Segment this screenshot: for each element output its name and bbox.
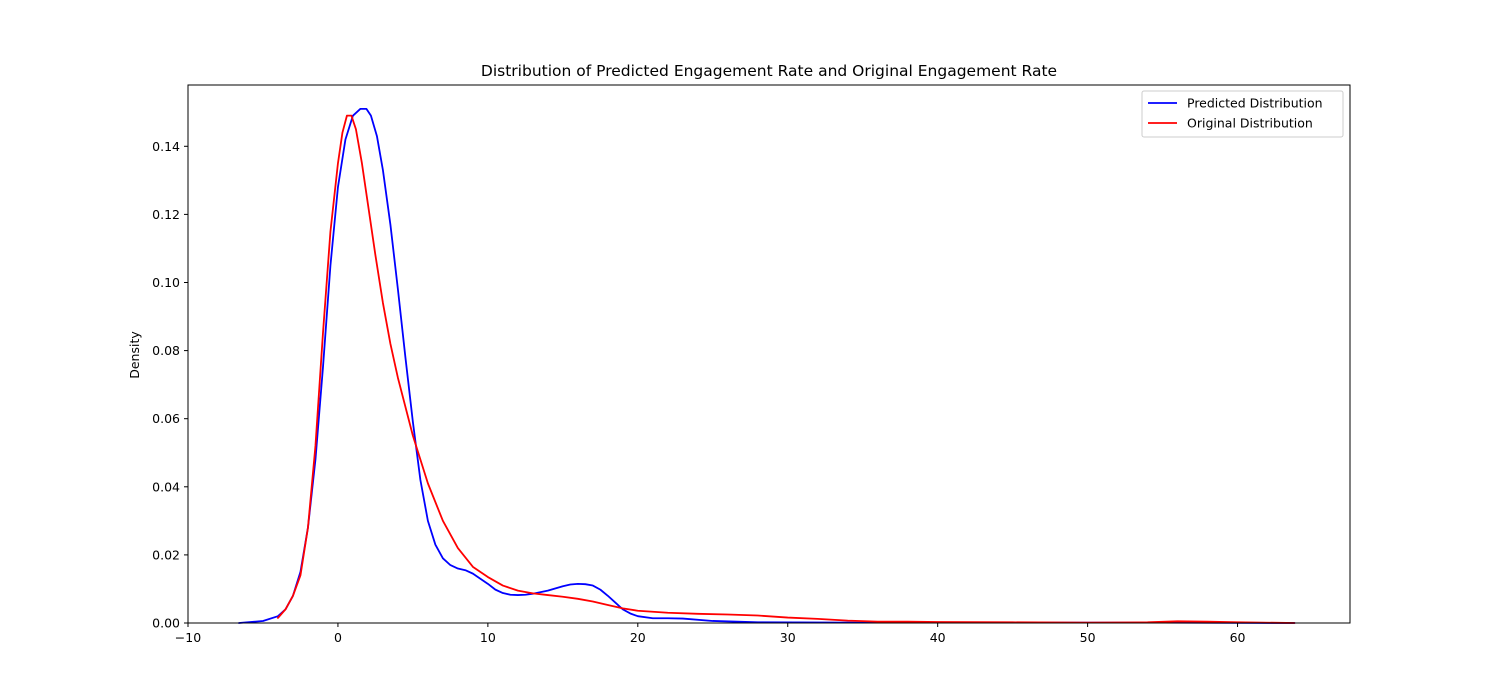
legend-label-1: Original Distribution	[1187, 116, 1313, 131]
y-tick-label: 0.02	[152, 547, 180, 562]
y-tick-label: 0.04	[152, 479, 180, 494]
x-tick-label: 10	[480, 630, 496, 645]
x-tick-label: 20	[630, 630, 646, 645]
legend-label-0: Predicted Distribution	[1187, 96, 1323, 111]
axes-frame	[187, 84, 1351, 624]
series-line-0	[238, 107, 1296, 624]
y-tick-label: 0.06	[152, 411, 180, 426]
y-tick-label: 0.14	[152, 139, 180, 154]
y-tick-label: 0.08	[152, 343, 180, 358]
y-tick-label: 0.00	[152, 616, 180, 631]
legend-box	[1141, 90, 1344, 138]
chart-title: Distribution of Predicted Engagement Rat…	[481, 62, 1057, 80]
series-line-1	[277, 114, 1296, 624]
x-tick-label: −10	[175, 630, 201, 645]
legend: Predicted Distribution Original Distribut…	[1141, 90, 1344, 138]
y-tick-label: 0.10	[152, 275, 180, 290]
x-tick-label: 0	[334, 630, 342, 645]
plot-area: −10 0 10 20 30 40 50 60 0.00 0.02 0.04 0.06 0.08 0.10…	[152, 84, 1351, 645]
x-tick-label: 60	[1230, 630, 1246, 645]
y-tick-label: 0.12	[152, 207, 180, 222]
x-tick-label: 40	[930, 630, 946, 645]
y-axis-label: Density	[127, 331, 142, 379]
x-tick-label: 50	[1080, 630, 1096, 645]
x-tick-label: 30	[780, 630, 796, 645]
